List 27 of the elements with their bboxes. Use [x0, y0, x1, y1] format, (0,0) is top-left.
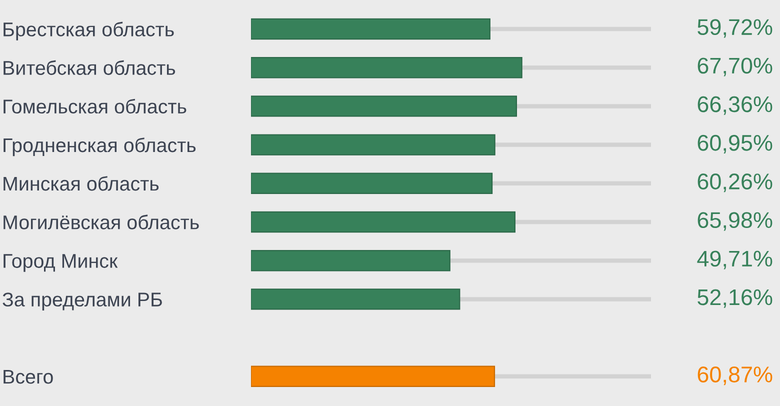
y-tick-label: За пределами РБ — [2, 292, 162, 310]
data-label: 52,16% — [698, 289, 772, 308]
bar — [251, 172, 493, 194]
bar — [251, 250, 450, 272]
bar — [251, 366, 496, 387]
y-tick-label: Брестская область — [4, 22, 174, 40]
y-tick-label: Могилёвская область — [4, 214, 199, 230]
bar — [251, 18, 490, 40]
bar — [251, 288, 460, 310]
bar — [251, 96, 517, 117]
data-label: 60,95% — [698, 134, 772, 154]
y-tick-label: Всего — [4, 370, 53, 384]
data-label: 59,72% — [698, 19, 772, 38]
data-label: 60,26% — [698, 174, 772, 192]
y-tick-label: Гродненская область — [4, 138, 196, 156]
y-tick-label: Минская область — [4, 176, 159, 191]
y-tick-label: Витебская область — [4, 60, 176, 75]
data-label: 67,70% — [698, 58, 772, 76]
y-tick-label: Город Минск — [4, 254, 118, 272]
bar — [251, 211, 516, 233]
data-label: 49,71% — [697, 250, 772, 270]
y-tick-label: Гомельская область — [4, 98, 186, 114]
bar — [251, 57, 522, 78]
bar — [251, 134, 496, 156]
data-label: 65,98% — [698, 212, 772, 231]
data-label: 60,87% — [698, 366, 772, 386]
data-label: 66,36% — [698, 96, 772, 115]
